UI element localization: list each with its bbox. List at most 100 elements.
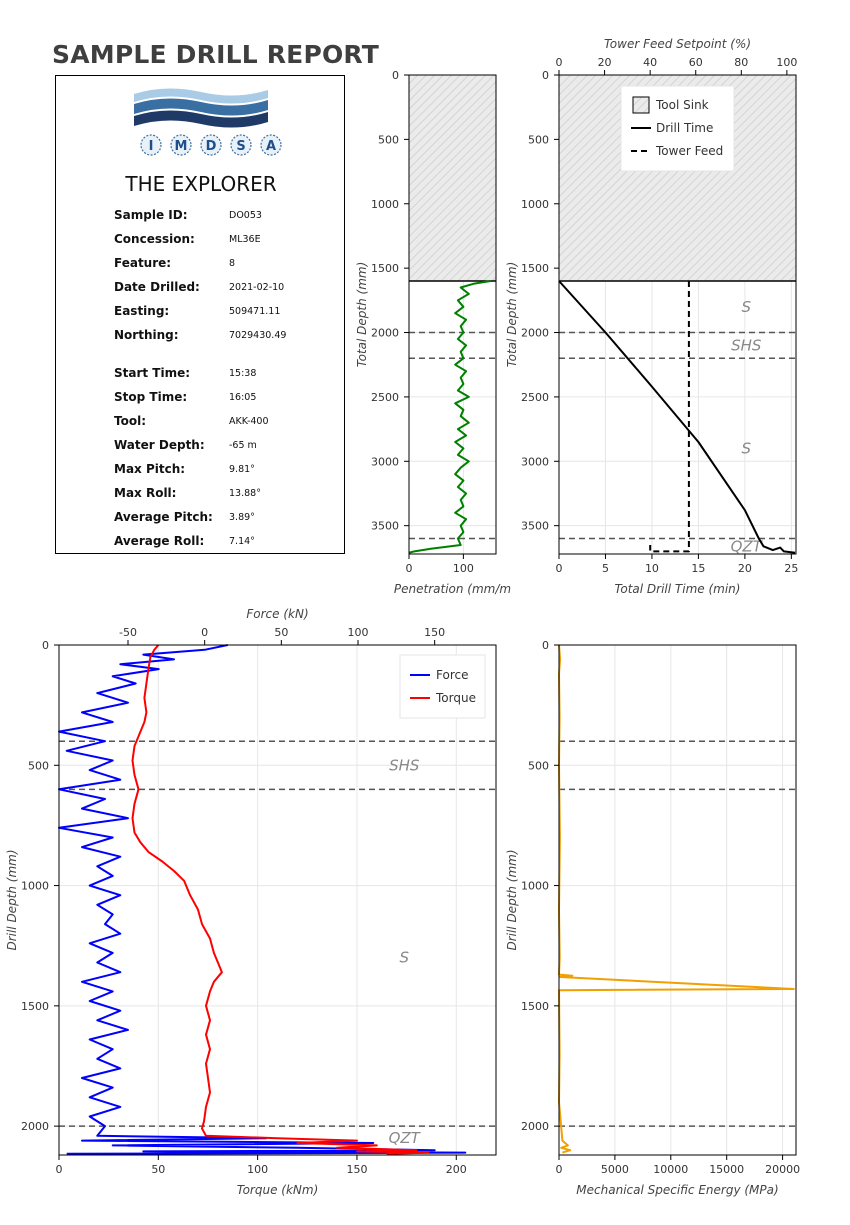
y-axis-label: Drill Depth (mm): [505, 849, 519, 950]
force-torque-legend: Force Torque: [399, 654, 486, 719]
x2-tick-label: 0: [201, 626, 208, 639]
info-value: 7029430.49: [229, 330, 287, 341]
info-label: Average Roll:: [114, 534, 205, 548]
y-axis-label: Total Depth (mm): [355, 262, 369, 368]
x-tick-label: 5000: [601, 1163, 629, 1176]
y-tick-label: 1000: [371, 198, 399, 211]
y-tick-label: 500: [28, 759, 49, 772]
x-tick-label: 50: [151, 1163, 165, 1176]
info-value: -65 m: [229, 440, 257, 451]
plot-frame: [58, 644, 497, 1156]
info-label: Max Roll:: [114, 486, 177, 500]
y-axis-label: Total Depth (mm): [505, 262, 519, 368]
y-tick-label: 1000: [521, 880, 549, 893]
x-tick-label: 100: [247, 1163, 268, 1176]
y-tick-label: 2500: [371, 391, 399, 404]
x-axis-label: Total Drill Time (min): [615, 582, 741, 596]
logo-letter-ring: [230, 134, 252, 156]
layer-label: S: [741, 298, 751, 316]
x-tick-label: 5: [602, 562, 609, 575]
legend-box: [399, 654, 486, 719]
y-tick-label: 0: [542, 639, 549, 652]
info-label: Stop Time:: [114, 390, 188, 404]
x-axis-label: Mechanical Specific Energy (MPa): [576, 1183, 778, 1197]
y-tick-label: 0: [392, 69, 399, 82]
info-value: 8: [229, 258, 236, 269]
layer-label: S: [741, 439, 751, 457]
logo-letter-ring: [260, 134, 282, 156]
info-label: Start Time:: [114, 366, 191, 380]
tool-sink-area: [409, 75, 496, 282]
layer-label: QZT: [389, 1129, 422, 1147]
plot-frame: [558, 644, 797, 1156]
x2-tick-label: 100: [776, 56, 797, 69]
logo-letter: A: [266, 139, 276, 154]
mse-series: [558, 644, 795, 1154]
layer-label: SHS: [389, 756, 420, 774]
logo-letter-ring: [170, 134, 192, 156]
x2-tick-label: 60: [689, 56, 703, 69]
y-tick-label: 1000: [521, 198, 549, 211]
info-label: Average Pitch:: [114, 510, 213, 524]
logo-wave-mid: [134, 98, 268, 116]
x-tick-label: 20: [738, 562, 752, 575]
y-tick-label: 2000: [371, 327, 399, 340]
x-tick-label: 15: [691, 562, 705, 575]
y-tick-label: 1500: [521, 1000, 549, 1013]
x2-tick-label: 40: [643, 56, 657, 69]
info-label: Northing:: [114, 328, 179, 342]
x-tick-label: 20000: [765, 1163, 800, 1176]
info-label: Concession:: [114, 232, 195, 246]
x-axis-label: Penetration (mm/m: [394, 582, 511, 596]
info-label: Date Drilled:: [114, 280, 200, 294]
info-label: Max Pitch:: [114, 462, 186, 476]
info-value: 509471.11: [229, 306, 281, 317]
info-label: Water Depth:: [114, 438, 205, 452]
force-series: [58, 644, 467, 1155]
y-tick-label: 1000: [21, 880, 49, 893]
y-tick-label: 2000: [21, 1120, 49, 1133]
y-tick-label: 500: [528, 759, 549, 772]
legend-label: Tower Feed: [655, 144, 723, 158]
x2-axis-label: Tower Feed Setpoint (%): [604, 37, 751, 51]
logo-letter-ring: [140, 134, 162, 156]
layer-label: QZT: [731, 537, 764, 555]
drill-time-legend: Tool Sink Drill Time Tower Feed: [620, 85, 735, 172]
report-title: SAMPLE DRILL REPORT: [52, 40, 380, 69]
x2-tick-label: 100: [348, 626, 369, 639]
logo-letter: I: [149, 139, 154, 154]
x2-axis-label: Force (kN): [246, 607, 308, 621]
y-tick-label: 1500: [21, 1000, 49, 1013]
info-label: Easting:: [114, 304, 170, 318]
x2-tick-label: 80: [734, 56, 748, 69]
info-value: ML36E: [229, 234, 261, 245]
x-tick-label: 0: [406, 562, 413, 575]
drill-time-series: [558, 280, 796, 554]
info-value: DO053: [229, 210, 262, 221]
x-tick-label: 100: [453, 562, 474, 575]
x-tick-label: 0: [556, 562, 563, 575]
x-tick-label: 200: [446, 1163, 467, 1176]
x-tick-label: 10000: [653, 1163, 688, 1176]
info-value: 3.89°: [229, 512, 255, 523]
y-axis-label: Drill Depth (mm): [5, 849, 19, 950]
x-tick-label: 0: [556, 1163, 563, 1176]
torque-series: [131, 644, 430, 1155]
tower-feed-series: [649, 281, 690, 553]
y-tick-label: 3000: [371, 455, 399, 468]
legend-label: Tool Sink: [655, 98, 709, 112]
y-tick-label: 2500: [521, 391, 549, 404]
x2-tick-label: 150: [424, 626, 445, 639]
legend-label: Torque: [435, 691, 476, 705]
logo-letter-ring: [200, 134, 222, 156]
y-tick-label: 3500: [371, 520, 399, 533]
legend-swatch-tool-sink: [632, 96, 650, 114]
y-tick-label: 0: [42, 639, 49, 652]
y-tick-label: 0: [542, 69, 549, 82]
y-tick-label: 3000: [521, 455, 549, 468]
penetration-chart: 0 500 1000 1500 2000 2500 3000 3500 0 100 Penetrat…: [355, 69, 511, 596]
drill-name: THE EXPLORER: [125, 172, 277, 196]
legend-label: Force: [436, 668, 468, 682]
